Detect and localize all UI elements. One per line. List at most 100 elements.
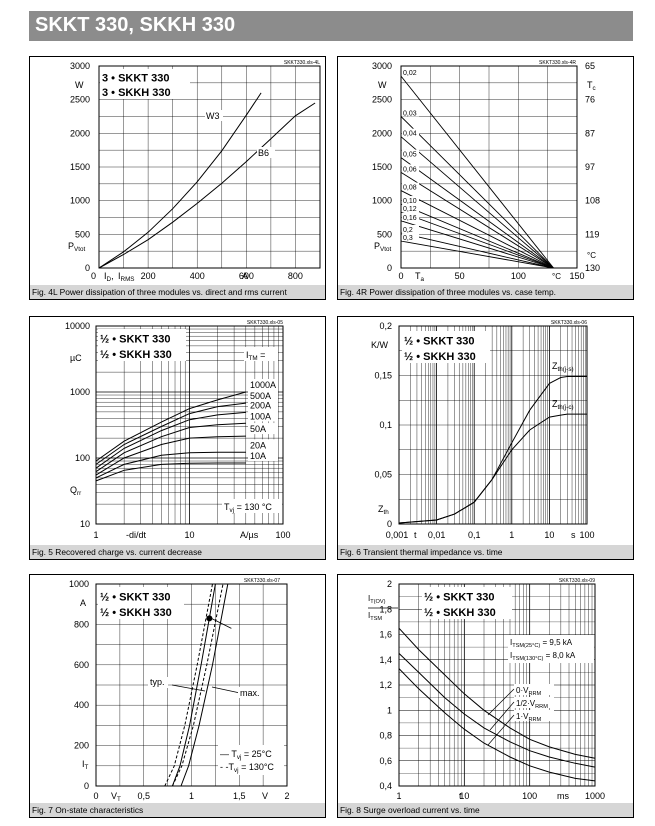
y-tick-label-8: 1,2 xyxy=(379,680,392,690)
y-tick-label-6: 0,05 xyxy=(374,470,392,480)
series-line-100A-5 xyxy=(95,422,246,473)
right-axis-tick-4R: 130 xyxy=(585,263,600,273)
series-line-1000A-5 xyxy=(95,391,246,462)
x-tick-label-7: 1,5 xyxy=(233,791,246,801)
right-axis-tick-4R: 65 xyxy=(585,61,595,71)
series-label-0-8-sub: RRM xyxy=(528,691,541,697)
right-axis-tick-4R: 87 xyxy=(585,128,595,138)
rth-label-bg-4R xyxy=(402,196,419,205)
panel-fig4L: SKKT330.xls-4L 0 500 1000 1500 2000 2500 3000 20… xyxy=(29,56,326,300)
y-tick-label-5: 1000 xyxy=(70,387,90,397)
label-typ-7: typ. xyxy=(150,677,165,687)
y-tick-label-6: 0,15 xyxy=(374,371,392,381)
x-unit-5: A/µs xyxy=(240,530,259,540)
x-tick-label-4R: 0 xyxy=(398,271,403,281)
x-tick-label-5: 1 xyxy=(93,530,98,540)
y-axis-label-5-main: Q xyxy=(70,485,77,495)
series-label-2-8-sub: RRM xyxy=(528,717,541,723)
rth-label-4R: 0,3 xyxy=(403,235,413,242)
y-axis-label-7: IT xyxy=(82,759,89,771)
caption-fig4L: Fig. 4L Power dissipation of three modul… xyxy=(30,285,325,299)
y-tick-label-7: 1000 xyxy=(69,579,89,589)
rth-label-bg-4R xyxy=(402,149,419,158)
series-title-5: ITM = xyxy=(246,350,265,362)
series-label-zthjs-6: Zth(j-s) xyxy=(552,361,574,373)
series-label-bg-8 xyxy=(514,684,554,695)
right-axis-unit-4R: °C xyxy=(587,251,596,260)
y-axis-label-top-8-sub: T(OV) xyxy=(370,599,385,605)
panel-fig6: SKKT330.xls-06 0 0,05 0,1 0,15 0,2 0,001 0,01 0,… xyxy=(337,316,634,560)
caption-fig7: Fig. 7 On-state characteristics xyxy=(30,803,325,817)
series-label-zthjs-6-sub: th(j-s) xyxy=(558,366,574,373)
x-tick-label-4L: 800 xyxy=(288,271,303,281)
x-tick-label-7: 0,5 xyxy=(137,791,150,801)
x-tick-label-4L: 600 xyxy=(239,271,254,281)
rth-spacer-4R xyxy=(517,126,554,268)
x-axis-label-4R: Ta xyxy=(415,271,425,283)
x-axis-label-7-main: V xyxy=(111,791,117,801)
y-axis-label-4L: PVtot xyxy=(68,241,85,253)
x-tick-label-4R: 150 xyxy=(569,271,584,281)
series-label-zthjc-6: Zth(j-c) xyxy=(552,399,574,411)
rth-label-4R: 0,08 xyxy=(403,185,417,192)
chart-fig4L: SKKT330.xls-4L05001000150020002500300020… xyxy=(68,60,321,283)
plot-frame-7 xyxy=(95,583,288,787)
panel-fig5: SKKT330.xls-05 10 100 1000 10000 1 10 100 µC A/µs… xyxy=(29,316,326,560)
y-axis-label-bottom-8-main: I xyxy=(368,611,370,620)
right-axis-label-4R-main: T xyxy=(587,80,593,90)
panel-fig7: SKKT330.xls-07 0 200 400 600 800 1000 0 0,5 1 1,5 2… xyxy=(29,574,326,818)
y-axis-label-bottom-8-sub: TSM xyxy=(370,616,382,622)
y-axis-label-top-8: IT(OV) xyxy=(368,594,386,605)
series-label-zthjs-6-main: Z xyxy=(552,361,558,371)
caption-fig6: Fig. 6 Transient thermal impedance vs. t… xyxy=(338,545,633,559)
condition-25C-8: ITSM(25°C) = 9,5 kA xyxy=(510,638,573,649)
condition-130C-8: ITSM(130°C) = 8,0 kA xyxy=(510,651,576,662)
y-tick-label-4R: 0 xyxy=(387,263,392,273)
series-legend-bg-7 xyxy=(218,745,284,775)
series-line-2-8 xyxy=(398,668,596,782)
legend-line-1-8: ½ • SKKT 330 xyxy=(424,591,495,603)
condition-label-5-main: T xyxy=(224,502,230,512)
x-axis-label-a-4L: ID, xyxy=(104,271,114,283)
page-title: SKKT 330, SKKH 330 xyxy=(35,14,236,36)
series-label-zthjc-6-sub: th(j-c) xyxy=(558,404,574,411)
legend-line-2-8: ½ • SKKH 330 xyxy=(424,607,496,619)
series-line-typ25C-7 xyxy=(171,583,216,787)
plot-frame-6 xyxy=(398,325,588,525)
x-axis-label-7: VT xyxy=(111,791,121,803)
x-tick-label-4R: 50 xyxy=(455,271,465,281)
plot-frame-8 xyxy=(398,583,596,787)
x-unit-7: V xyxy=(262,791,268,801)
x-axis-label-5: -di/dt xyxy=(126,530,147,540)
legend-line-1-6: ½ • SKKT 330 xyxy=(404,335,475,347)
rth-line-4R xyxy=(400,75,554,269)
x-axis-label-a-4L-sub: D xyxy=(107,276,112,283)
plot-frame-4R xyxy=(400,65,578,269)
series-line-20A-5 xyxy=(95,451,246,479)
series-legend-130C-7-tail: = 130°C xyxy=(239,762,275,772)
rth-line-4R xyxy=(400,232,554,269)
series-label-bg-4L xyxy=(205,110,223,121)
y-tick-label-5: 10000 xyxy=(65,321,90,331)
rth-label-bg-4R xyxy=(402,212,419,221)
rth-label-4R: 0,16 xyxy=(403,215,417,222)
series-label-bg-8 xyxy=(514,697,554,708)
rth-label-bg-4R xyxy=(402,182,419,191)
chart-fig4R: SKKT330.xls-4R 0 500 1000 1500 2000 2500 3000 0 5… xyxy=(372,60,600,283)
y-tick-label-4L: 3000 xyxy=(70,61,90,71)
y-tick-label-5: 10 xyxy=(80,519,90,529)
rth-spacer-4R xyxy=(517,126,554,268)
series-label-1-8-main: 1/2·V xyxy=(516,699,536,708)
series-label-1-8: 1/2·VRRM xyxy=(516,699,548,710)
condition-label-5-tail: = 130 °C xyxy=(234,502,272,512)
file-tag-4L: SKKT330.xls-4L xyxy=(284,60,320,66)
y-tick-label-4R: 3000 xyxy=(372,61,392,71)
y-axis-label-6-main: Z xyxy=(378,504,384,514)
y-axis-label-top-8-main: I xyxy=(368,594,370,603)
condition-label-5: Tvj = 130 °C xyxy=(224,502,272,514)
y-tick-label-7: 800 xyxy=(74,619,89,629)
rth-label-4R: 0,2 xyxy=(403,227,413,234)
y-tick-label-7: 0 xyxy=(84,781,89,791)
series-label-100A-5: 100A xyxy=(250,411,271,421)
y-axis-label-4L-main: P xyxy=(68,241,74,251)
